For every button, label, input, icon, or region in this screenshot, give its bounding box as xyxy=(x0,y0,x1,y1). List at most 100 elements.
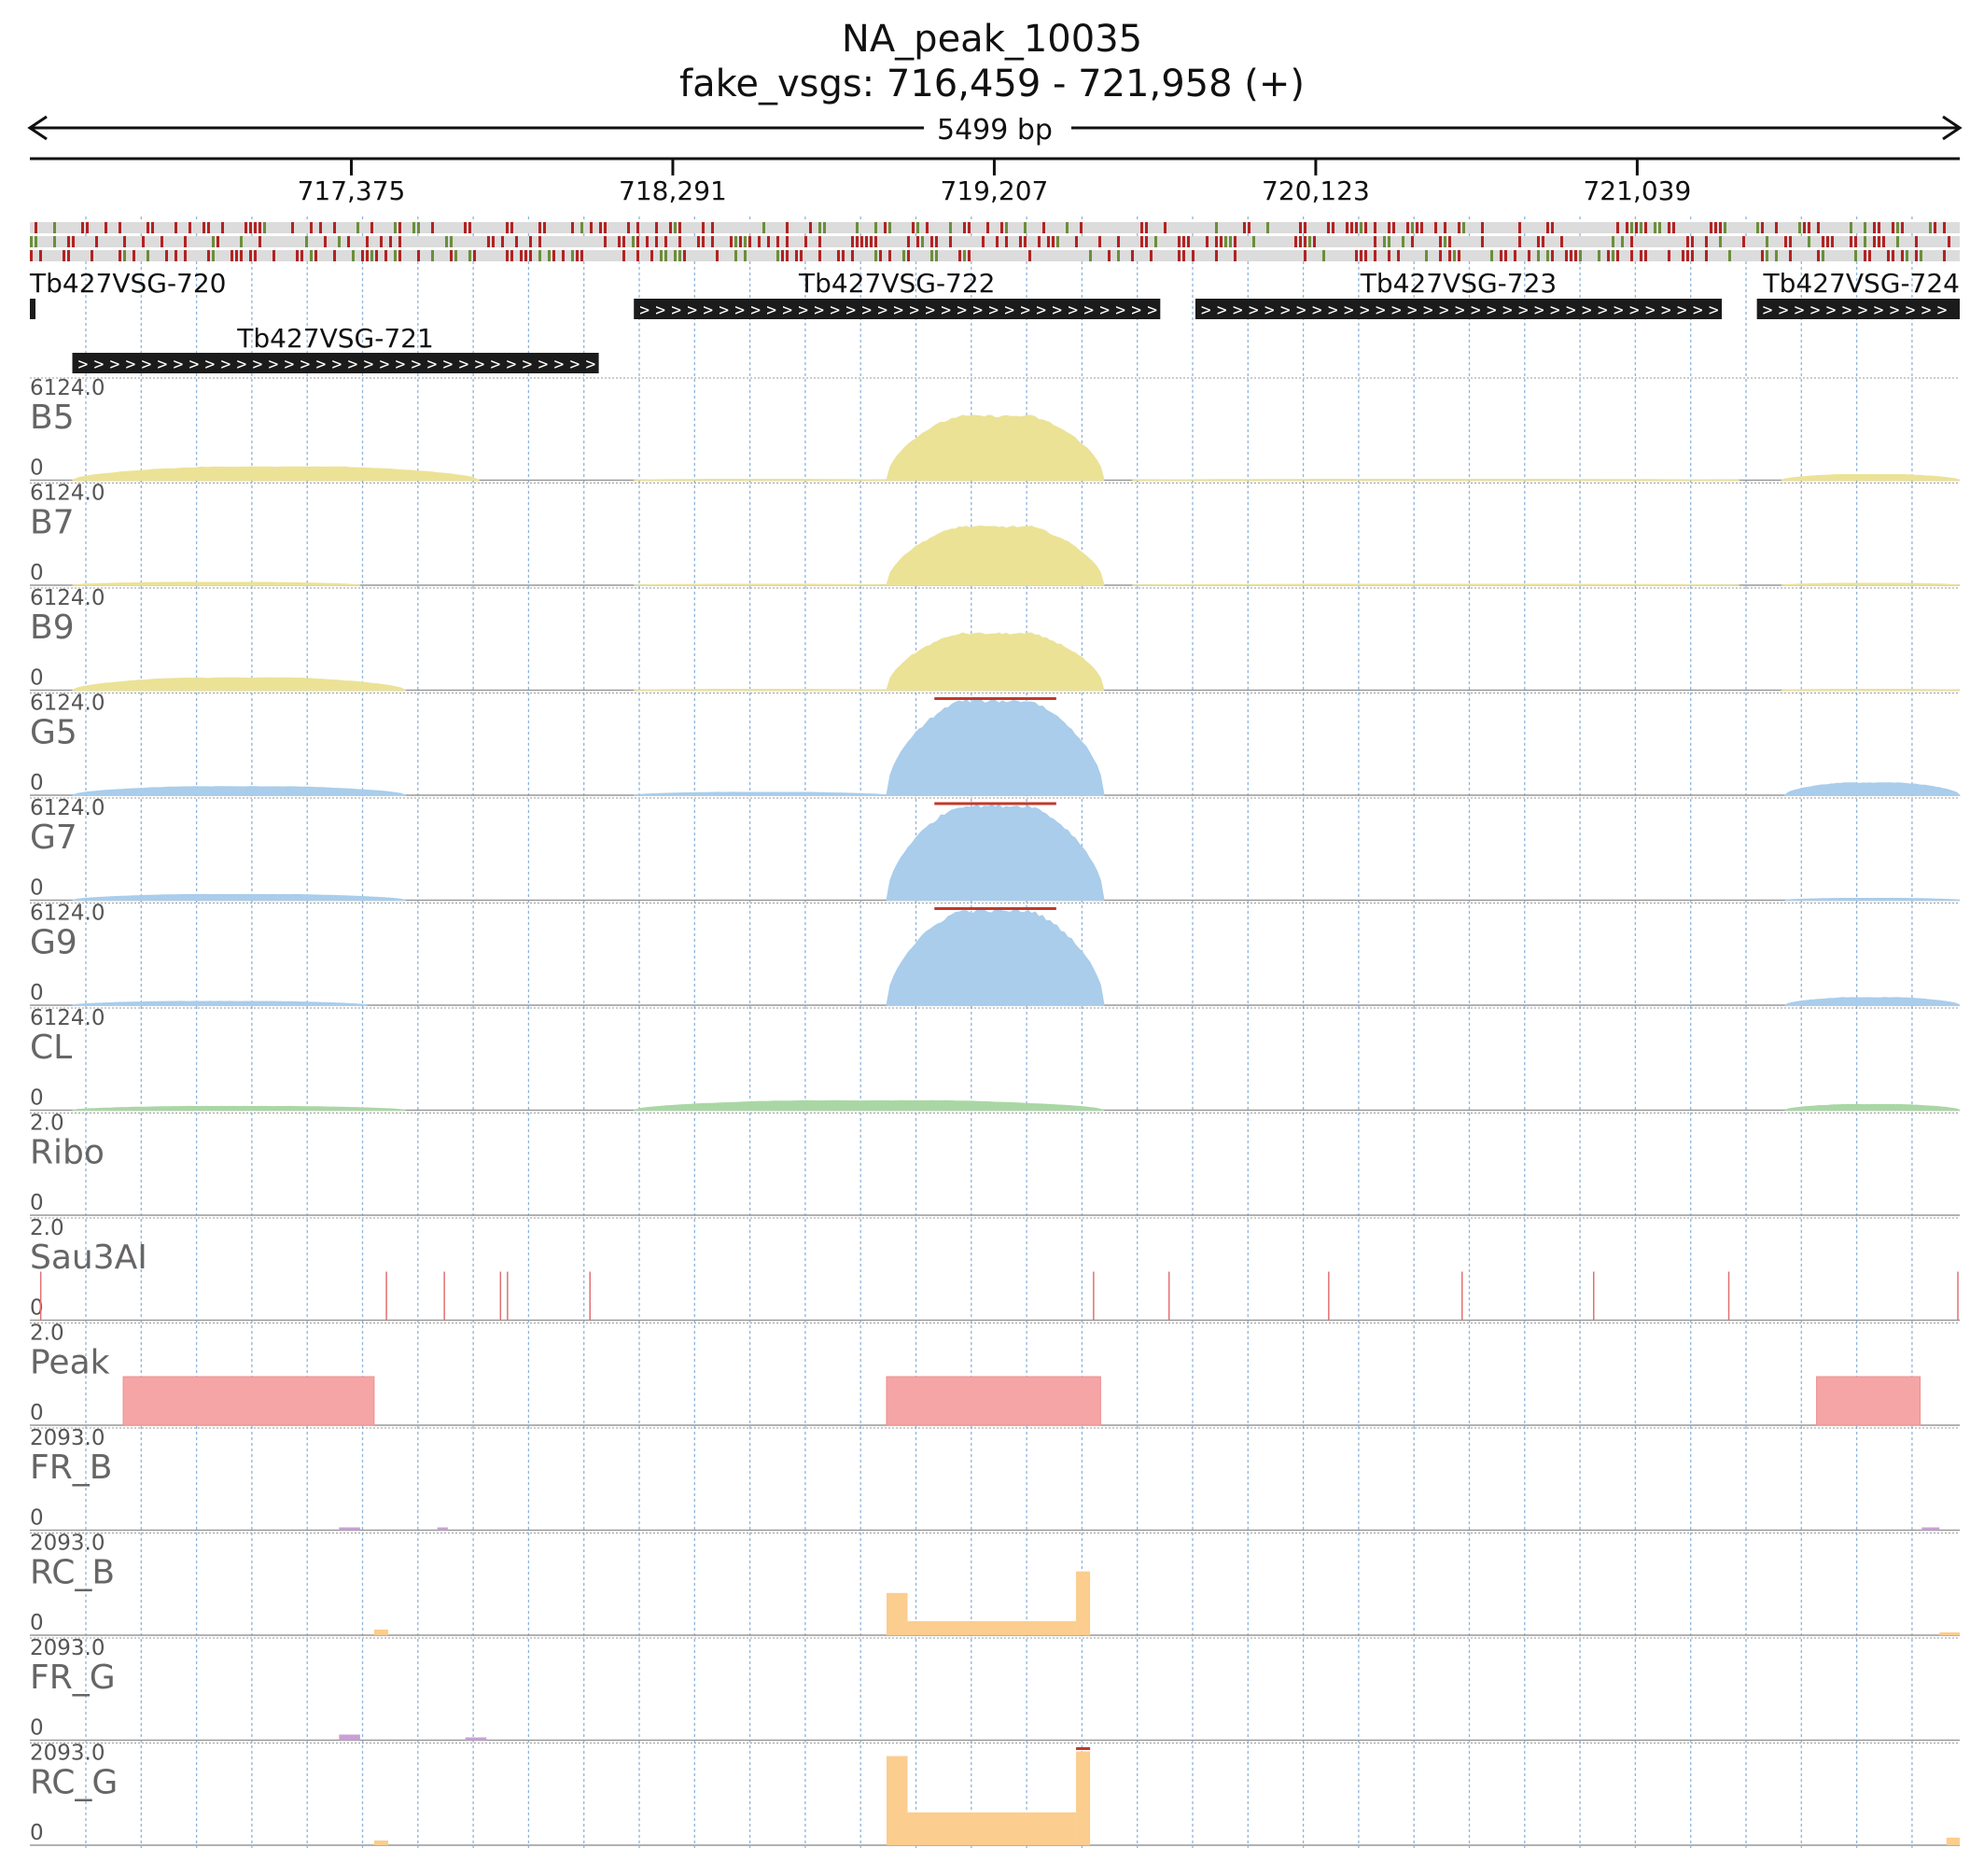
plot-subtitle: fake_vsgs: 716,459 - 721,958 (+) xyxy=(679,63,1305,105)
variant-mark xyxy=(35,236,37,247)
strand-arrow-icon: > xyxy=(1566,301,1576,320)
strand-arrow-icon: > xyxy=(766,301,776,320)
genomic-ruler: 5499 bp 717,375 718,291 719,207 720,123 721,… xyxy=(27,114,1963,206)
variant-mark xyxy=(30,236,33,247)
variant-mark xyxy=(902,250,905,261)
variant-mark xyxy=(1299,236,1302,247)
readcount-bar xyxy=(373,1629,388,1635)
variant-mark xyxy=(1537,236,1540,247)
variant-mark xyxy=(1182,236,1185,247)
variant-mark xyxy=(119,222,121,233)
variant-mark xyxy=(842,250,845,261)
strand-arrow-icon: > xyxy=(655,301,665,320)
variant-mark xyxy=(1000,222,1003,233)
variant-mark xyxy=(1355,222,1358,233)
variant-mark xyxy=(1042,222,1045,233)
variant-mark xyxy=(1854,250,1857,261)
variant-mark xyxy=(1854,236,1857,247)
variant-mark xyxy=(123,250,126,261)
variant-mark xyxy=(1775,250,1778,261)
variant-mark xyxy=(818,222,821,233)
variant-mark xyxy=(1714,222,1717,233)
strand-arrow-icon: > xyxy=(1052,301,1062,320)
variant-mark xyxy=(1374,236,1376,247)
variant-mark xyxy=(231,250,233,261)
strand-arrow-icon: > xyxy=(1629,301,1640,320)
variant-mark xyxy=(1901,250,1904,261)
variant-mark xyxy=(1145,222,1148,233)
strand-arrow-icon: > xyxy=(719,301,729,320)
variant-mark xyxy=(398,222,401,233)
variant-mark xyxy=(622,236,625,247)
coverage-area xyxy=(886,525,1105,586)
variant-mark xyxy=(1878,222,1880,233)
variant-mark xyxy=(930,236,933,247)
variant-mark xyxy=(1817,250,1820,261)
variant-mark xyxy=(1920,250,1922,261)
coverage-area xyxy=(72,1105,406,1111)
variant-mark xyxy=(1224,236,1227,247)
variant-mark xyxy=(1850,222,1852,233)
variant-mark xyxy=(1229,236,1232,247)
variant-mark xyxy=(1038,236,1041,247)
variant-mark xyxy=(254,250,257,261)
variant-mark xyxy=(1220,236,1223,247)
variant-mark xyxy=(968,222,971,233)
variant-mark xyxy=(907,250,910,261)
variant-mark xyxy=(986,222,989,233)
readcount-bar xyxy=(886,1756,908,1845)
variant-mark xyxy=(1640,250,1642,261)
variant-mark xyxy=(324,236,327,247)
variant-mark xyxy=(1182,250,1185,261)
variant-mark xyxy=(1178,236,1181,247)
variant-mark xyxy=(1145,236,1148,247)
variant-mark xyxy=(510,222,513,233)
variant-mark xyxy=(1943,250,1946,261)
gene-label: Tb427VSG-721 xyxy=(236,323,434,354)
variant-mark xyxy=(370,250,373,261)
variant-mark xyxy=(473,250,476,261)
peak-region xyxy=(886,1376,1101,1426)
variant-mark xyxy=(366,250,369,261)
variant-mark xyxy=(646,236,649,247)
variant-mark xyxy=(874,236,877,247)
track-max-label: 6124.0 xyxy=(30,482,105,506)
strand-arrow-icon: > xyxy=(205,355,216,374)
variant-mark xyxy=(1448,236,1451,247)
track-max-label: 6124.0 xyxy=(30,1006,105,1030)
variant-mark xyxy=(1896,222,1899,233)
variant-mark xyxy=(1864,250,1866,261)
variant-mark xyxy=(907,236,910,247)
variant-mark xyxy=(1654,222,1656,233)
track-zero-label: 0 xyxy=(30,1611,44,1635)
variant-mark xyxy=(1901,222,1904,233)
track-fr-g: 2093.0FR_G 0 xyxy=(30,1636,1960,1742)
variant-mark xyxy=(1364,222,1367,233)
variant-mark xyxy=(240,250,243,261)
strand-arrow-icon: > xyxy=(925,301,935,320)
variant-mark xyxy=(1873,236,1876,247)
variant-mark xyxy=(1892,250,1894,261)
track-max-label: 2093.0 xyxy=(30,1742,105,1766)
variant-mark xyxy=(571,222,574,233)
variant-mark xyxy=(305,236,308,247)
coverage-area xyxy=(1784,997,1961,1006)
track-zero-label: 0 xyxy=(30,1506,44,1531)
variant-mark xyxy=(996,236,999,247)
variant-mark xyxy=(207,250,210,261)
variant-mark xyxy=(1798,222,1801,233)
variant-mark xyxy=(175,250,177,261)
variant-mark xyxy=(1775,222,1778,233)
track-name: RC_G xyxy=(30,1764,118,1802)
variant-mark xyxy=(249,250,252,261)
variant-mark xyxy=(1448,250,1451,261)
variant-mark xyxy=(1551,222,1554,233)
variant-mark xyxy=(1808,236,1810,247)
track-max-label: 2.0 xyxy=(30,1216,64,1240)
variant-mark xyxy=(949,236,952,247)
track-name: G9 xyxy=(30,924,77,962)
variant-mark xyxy=(147,250,149,261)
track-rc-b: 2093.0RC_B 0 xyxy=(30,1532,1960,1636)
variant-mark xyxy=(776,250,779,261)
strand-arrow-icon: > xyxy=(396,355,406,374)
